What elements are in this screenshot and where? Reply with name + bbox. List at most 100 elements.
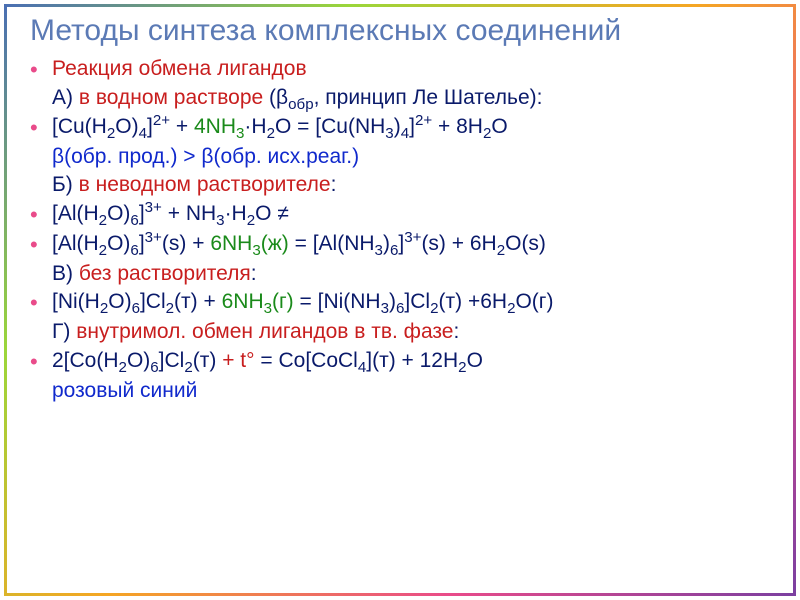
slide-body: •Реакция обмена лигандовА) в водном раст… <box>22 55 778 406</box>
text-segment: ) <box>383 232 390 255</box>
text-segment: O) <box>107 232 130 255</box>
text-segment: O <box>491 115 507 138</box>
slide-text: [Al(H2O)6]3+ + NH3·H2O ≠ <box>52 200 289 229</box>
text-segment: O ≠ <box>255 202 289 225</box>
text-segment: 6NH <box>222 290 264 313</box>
text-segment: 3 <box>252 242 260 259</box>
slide-title: Методы синтеза комплексных соединений <box>22 14 778 49</box>
text-segment: 6 <box>130 212 138 229</box>
text-segment: 2 <box>99 212 107 229</box>
text-segment: в водном растворе <box>79 86 263 109</box>
text-segment: [Al(H <box>52 232 99 255</box>
text-segment: : <box>251 262 257 285</box>
text-segment: [Al(H <box>52 202 99 225</box>
text-segment: (s) + 6H <box>421 232 496 255</box>
text-segment: ]Cl <box>140 290 166 313</box>
text-segment: 2 <box>267 125 275 142</box>
slide-line: А) в водном растворе (βобр, принцип Ле Ш… <box>30 84 778 113</box>
slide-line: Б) в неводном растворителе: <box>30 171 778 200</box>
text-segment: O) <box>115 115 138 138</box>
text-segment: + 8H <box>432 115 483 138</box>
slide-line: •[Al(H2O)6]3+(s) + 6NH3(ж) = [Al(NH3)6]3… <box>30 230 778 260</box>
text-segment: [Ni(H <box>52 290 100 313</box>
text-segment: (т) <box>193 349 222 372</box>
slide-text: Реакция обмена лигандов <box>52 55 307 84</box>
text-segment: + t° <box>222 349 254 372</box>
slide-line: β(обр. прод.) > β(обр. исх.реаг.) <box>30 143 778 172</box>
text-segment: 4 <box>139 125 147 142</box>
text-segment: ](т) + 12H <box>366 349 458 372</box>
text-segment: 6 <box>132 301 140 318</box>
bullet-icon: • <box>30 55 52 85</box>
slide-text: Г) внутримол. обмен лигандов в тв. фазе: <box>30 318 459 347</box>
text-segment: O = [Cu(NH <box>275 115 385 138</box>
text-segment: = Co[CoCl <box>255 349 358 372</box>
text-segment: O) <box>127 349 150 372</box>
text-segment: O) <box>108 290 131 313</box>
text-segment: в неводном растворителе <box>79 173 331 196</box>
text-segment: 4 <box>358 359 366 376</box>
text-segment: 2 <box>247 212 255 229</box>
text-segment: 2[Co(H <box>52 349 119 372</box>
slide-text: [Ni(H2O)6]Cl2(т) + 6NH3(г) = [Ni(NH3)6]C… <box>52 288 553 317</box>
text-segment: 6NH <box>210 232 252 255</box>
text-segment: 4 <box>401 125 409 142</box>
text-segment: 3 <box>385 125 393 142</box>
text-segment: + <box>170 115 194 138</box>
slide-text: [Al(H2O)6]3+(s) + 6NH3(ж) = [Al(NH3)6]3+… <box>52 230 546 259</box>
text-segment: : <box>331 173 337 196</box>
text-segment: 2 <box>497 242 505 259</box>
text-segment: обр <box>288 97 313 114</box>
text-segment: ·H <box>244 115 266 138</box>
text-segment: (т) +6H <box>439 290 508 313</box>
text-segment: 2 <box>166 301 174 318</box>
text-segment: ) <box>394 115 401 138</box>
text-segment: 3 <box>381 301 389 318</box>
text-segment: без растворителя <box>79 262 251 285</box>
text-segment: 2 <box>184 359 192 376</box>
slide-line: В) без растворителя: <box>30 260 778 289</box>
text-segment: внутримол. обмен лигандов в тв. фазе <box>76 320 453 343</box>
text-segment: 2 <box>100 301 108 318</box>
slide-line: •[Al(H2O)6]3+ + NH3·H2O ≠ <box>30 200 778 230</box>
text-segment: 3+ <box>404 229 421 246</box>
text-segment: (г) <box>272 290 294 313</box>
slide-line: •2[Co(H2O)6]Cl2(т) + t° = Co[CoCl4](т) +… <box>30 347 778 377</box>
slide-text: Б) в неводном растворителе: <box>30 171 336 200</box>
text-segment: 2 <box>99 242 107 259</box>
text-segment: ·H <box>225 202 247 225</box>
slide-text: розовый синий <box>30 377 197 406</box>
bullet-icon: • <box>30 113 52 143</box>
bullet-icon: • <box>30 288 52 318</box>
text-segment: β(обр. прод.) > β(обр. исх.реаг.) <box>52 145 359 168</box>
slide-line: Г) внутримол. обмен лигандов в тв. фазе: <box>30 318 778 347</box>
text-segment: 3 <box>264 301 272 318</box>
slide-text: А) в водном растворе (βобр, принцип Ле Ш… <box>30 84 542 113</box>
slide-line: •[Cu(H2O)4]2+ + 4NH3·H2O = [Cu(NH3)4]2+ … <box>30 113 778 143</box>
text-segment: 3+ <box>145 229 162 246</box>
text-segment: ]Cl <box>159 349 185 372</box>
text-segment: 2+ <box>153 112 170 129</box>
bullet-icon: • <box>30 230 52 260</box>
text-segment: O(г) <box>515 290 553 313</box>
text-segment: ) <box>389 290 396 313</box>
text-segment: 3 <box>375 242 383 259</box>
text-segment: = [Al(NH <box>289 232 375 255</box>
text-segment: 3+ <box>145 199 162 216</box>
text-segment: [Cu(H <box>52 115 107 138</box>
text-segment: ]Cl <box>404 290 430 313</box>
text-segment: 3 <box>216 212 224 229</box>
text-segment: 6 <box>130 242 138 259</box>
text-segment: O) <box>107 202 130 225</box>
text-segment: 6 <box>150 359 158 376</box>
slide-line: розовый синий <box>30 377 778 406</box>
text-segment: (ж) <box>261 232 289 255</box>
slide-text: 2[Co(H2O)6]Cl2(т) + t° = Co[CoCl4](т) + … <box>52 347 483 376</box>
text-segment: 2 <box>119 359 127 376</box>
text-segment: 2 <box>430 301 438 318</box>
slide-text: β(обр. прод.) > β(обр. исх.реаг.) <box>30 143 359 172</box>
text-segment: Г) <box>52 320 76 343</box>
slide-line: •Реакция обмена лигандов <box>30 55 778 85</box>
text-segment: Реакция обмена лигандов <box>52 57 307 80</box>
text-segment: O <box>467 349 483 372</box>
